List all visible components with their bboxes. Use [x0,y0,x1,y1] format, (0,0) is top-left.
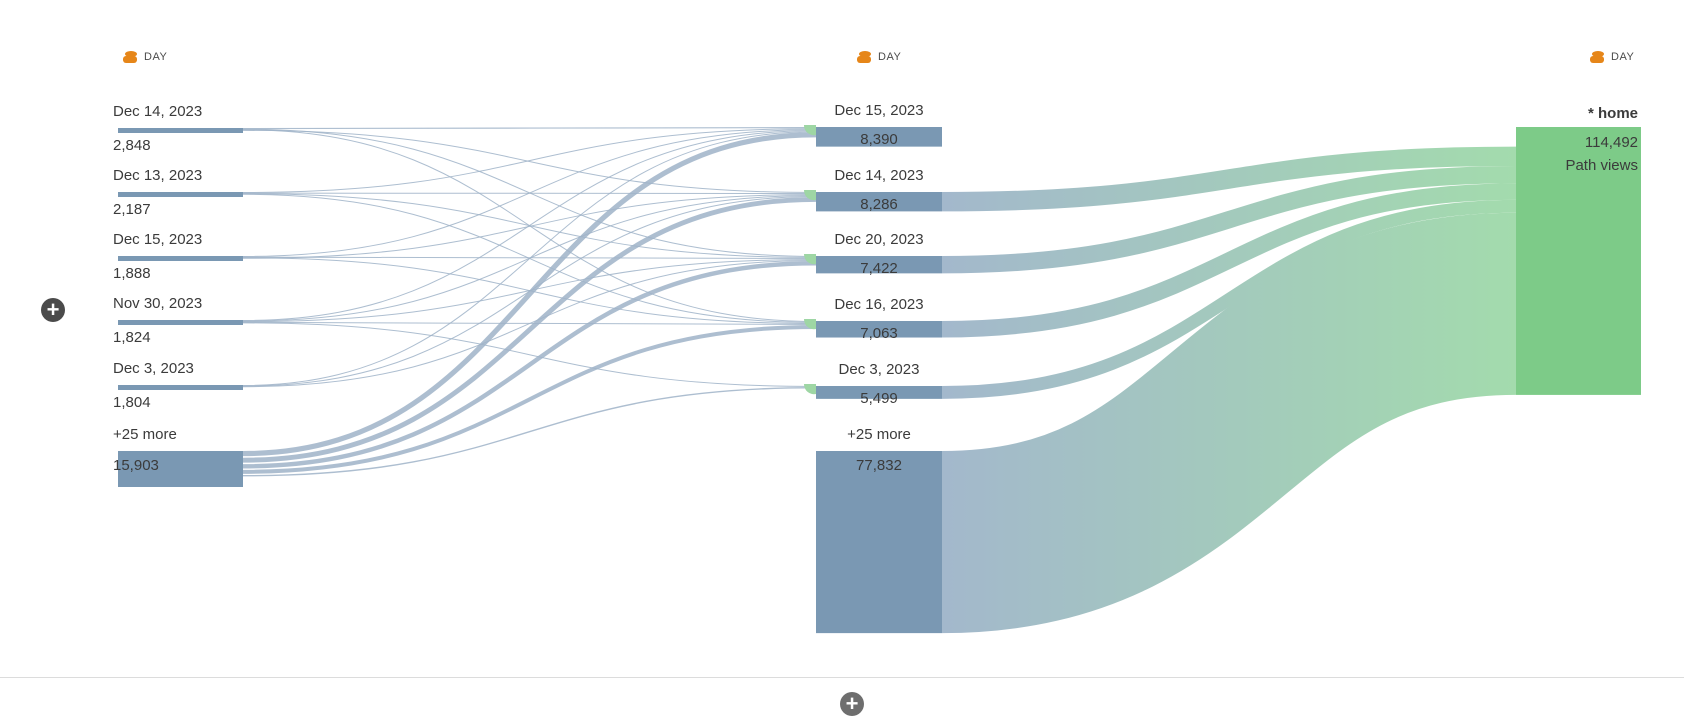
column-header-2[interactable]: DAY [856,50,901,64]
dimension-icon [856,50,872,64]
add-row-button[interactable]: + [840,692,864,716]
flow-link[interactable] [942,304,1516,542]
target-node-value: 114,492 [1585,134,1638,151]
dimension-icon [1589,50,1605,64]
source-node-value: 1,804 [113,394,151,411]
step-node[interactable] [816,451,942,633]
flow-link[interactable] [243,129,816,193]
entry-indicator-icon [804,384,816,394]
source-node[interactable] [118,320,243,325]
target-node-metric: Path views [1565,157,1638,174]
step-node-value: 7,422 [860,260,898,277]
add-column-left-button[interactable]: + [41,298,65,322]
column-header-1[interactable]: DAY [122,50,167,64]
dimension-icon [122,50,138,64]
step-node-value: 8,286 [860,196,898,213]
flow-link[interactable] [243,261,816,387]
source-node-label: Dec 13, 2023 [113,167,202,184]
source-node[interactable] [118,192,243,197]
step-node-value: 5,499 [860,390,898,407]
step-node-value: 77,832 [856,457,902,474]
flow-link[interactable] [243,128,816,129]
column-header-label: DAY [1611,51,1634,63]
flow-link[interactable] [243,199,816,460]
source-node-value: 2,848 [113,137,151,154]
source-node[interactable] [118,256,243,261]
source-node-value: 2,187 [113,201,151,218]
target-node-label: * home [1588,105,1638,122]
column-header-label: DAY [878,51,901,63]
source-node[interactable] [118,385,243,390]
step-node-label: Dec 3, 2023 [839,361,920,378]
source-node-label: Nov 30, 2023 [113,295,202,312]
column-header-label: DAY [144,51,167,63]
divider [0,677,1684,678]
source-node-value: 1,888 [113,265,151,282]
source-node-label: Dec 15, 2023 [113,231,202,248]
source-node-value: 15,903 [113,457,159,474]
source-node-value: 1,824 [113,329,151,346]
step-node-label: +25 more [847,426,911,443]
step-node-label: Dec 14, 2023 [834,167,923,184]
column-header-3[interactable]: DAY [1589,50,1634,64]
step-node-value: 7,063 [860,325,898,342]
source-node-label: Dec 3, 2023 [113,360,194,377]
step-node-label: Dec 15, 2023 [834,102,923,119]
source-node-label: +25 more [113,426,177,443]
flow-link[interactable] [243,135,816,454]
step-node-label: Dec 16, 2023 [834,296,923,313]
source-node[interactable] [118,128,243,133]
source-node-label: Dec 14, 2023 [113,103,202,120]
flow-link[interactable] [243,195,816,259]
step-node-label: Dec 20, 2023 [834,231,923,248]
flow-link[interactable] [243,130,816,192]
step-node-value: 8,390 [860,131,898,148]
